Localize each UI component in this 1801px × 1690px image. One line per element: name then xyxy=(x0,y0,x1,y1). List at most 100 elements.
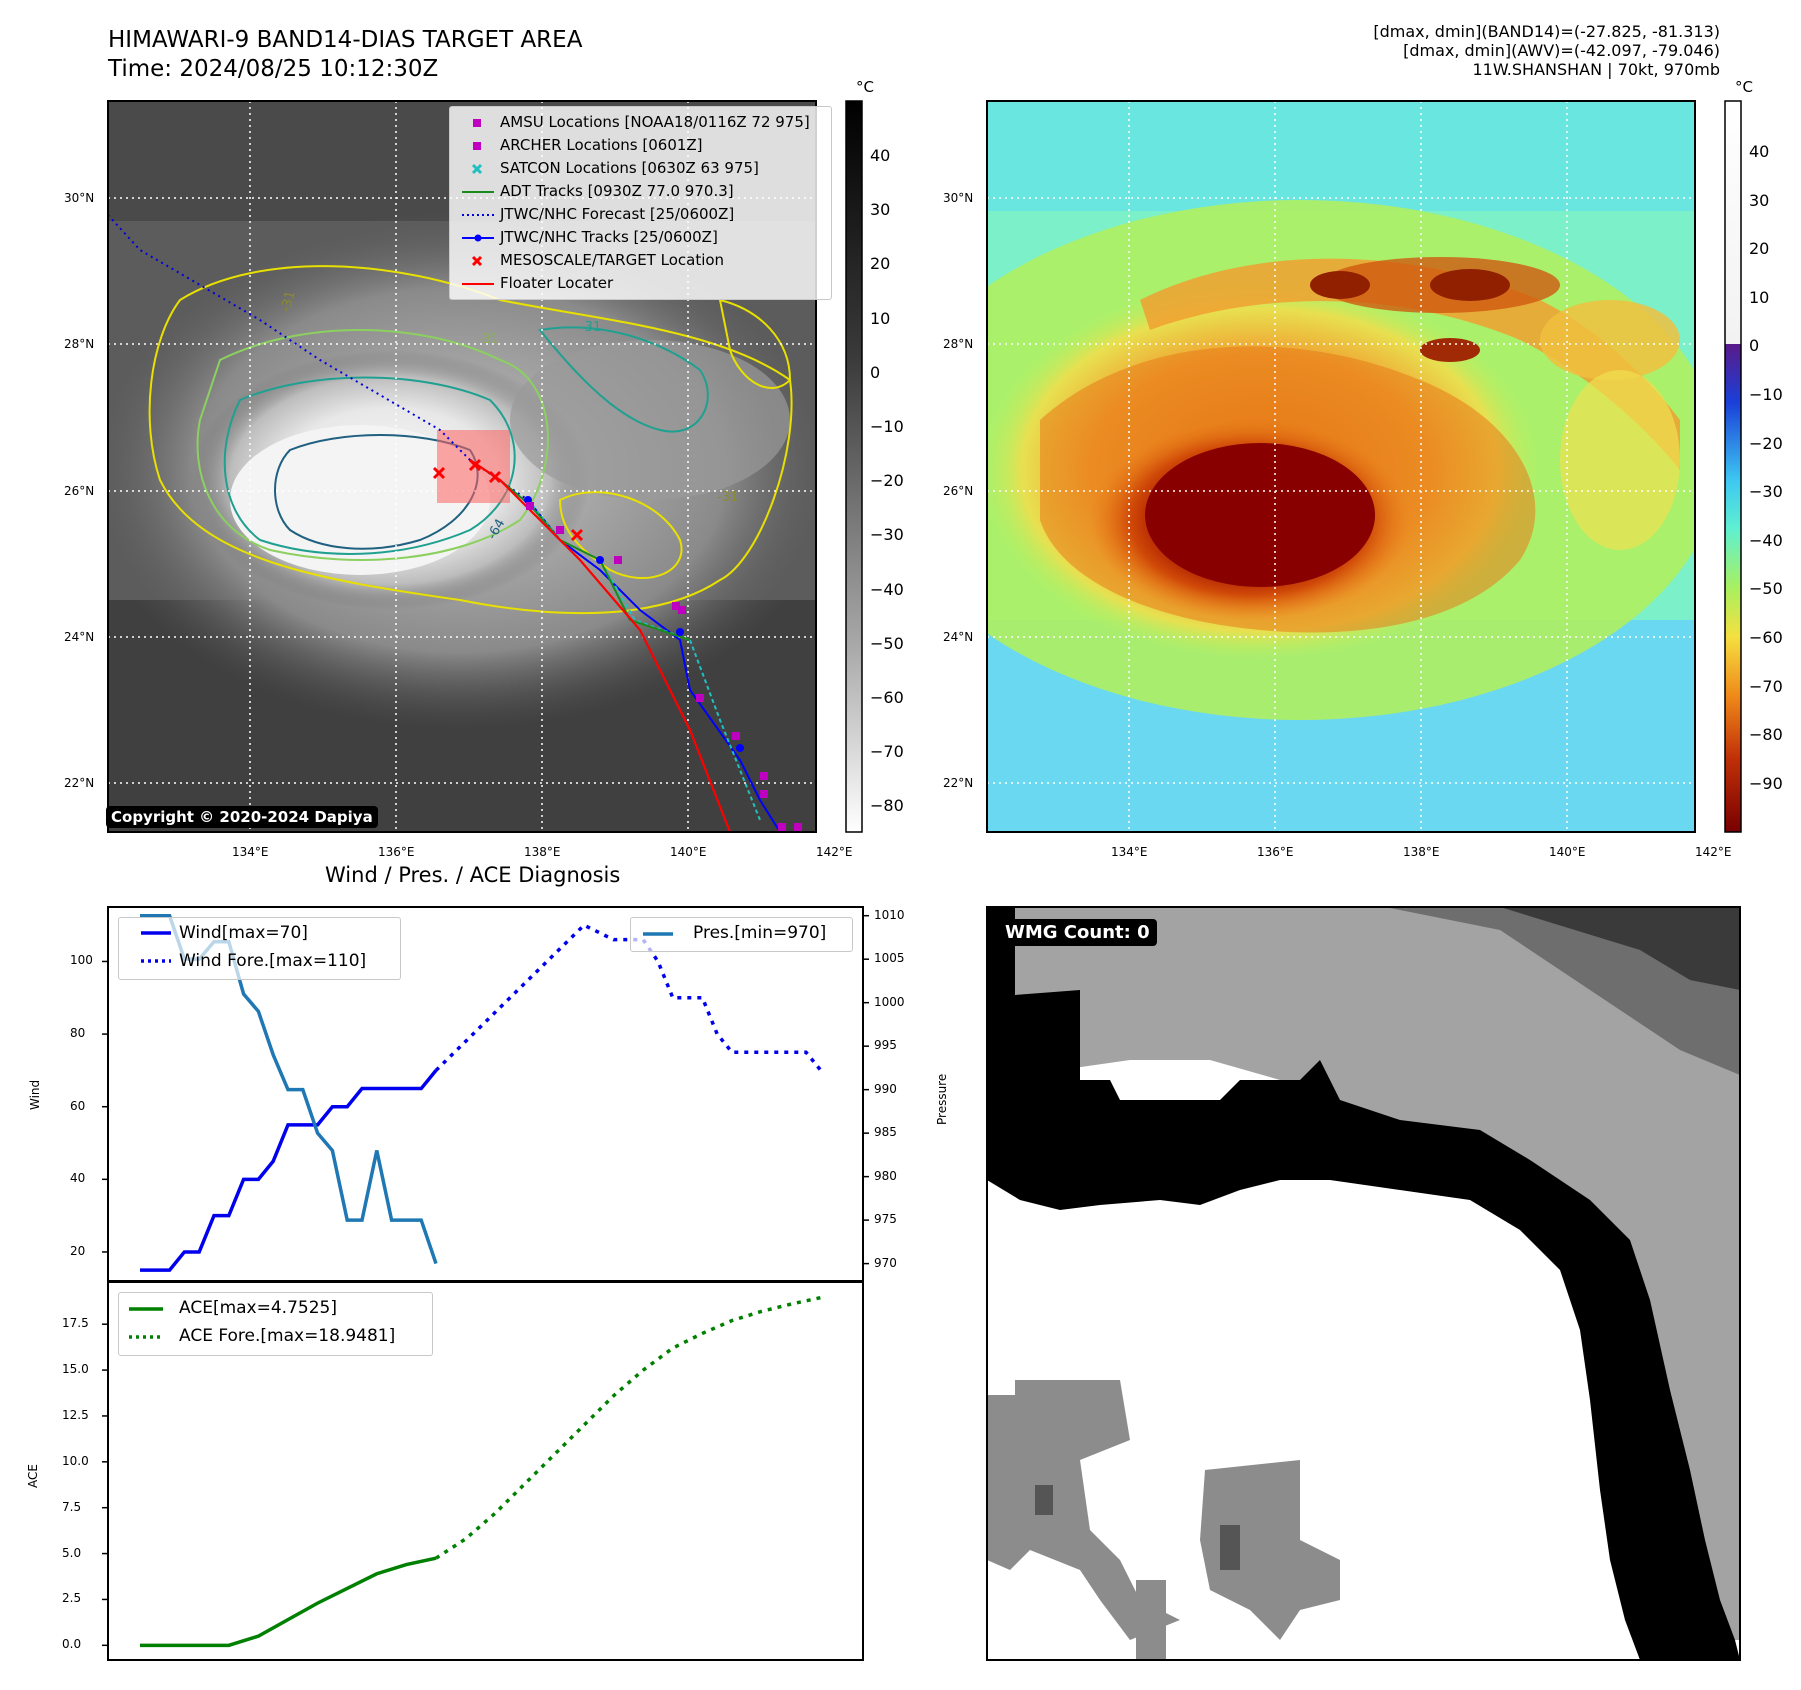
ace-forecast-legend-label: ACE Fore.[max=18.9481] xyxy=(179,1326,396,1346)
wind-ytick-label: 100 xyxy=(70,953,93,968)
pressure-ytick-label: 1005 xyxy=(874,951,905,966)
jtwc-forecast-past-line xyxy=(108,214,529,501)
wmg-dark-dot-2 xyxy=(1220,1525,1240,1570)
wmg-count-label: WMG Count: 0 xyxy=(998,919,1157,946)
wmg-lower-patch-3 xyxy=(1136,1580,1166,1660)
ir-colorbar-unit: °C xyxy=(856,78,874,96)
map-legend-label: AMSU Locations [NOAA18/0116Z 72 975] xyxy=(500,113,810,131)
map-legend-marker xyxy=(473,142,481,150)
ir-colorbar-tick: 40 xyxy=(870,146,891,165)
enhanced-colorbar-upper xyxy=(1725,101,1741,344)
enh-lon-tick-134: 134°E xyxy=(1111,845,1148,859)
map-legend-marker xyxy=(462,234,494,242)
map-legend-marker xyxy=(462,283,494,285)
stats-line-1: [dmax, dmin](BAND14)=(-27.825, -81.313) xyxy=(1373,22,1720,41)
map-legend-marker xyxy=(473,119,481,127)
ir-colorbar-tick: 0 xyxy=(870,362,881,382)
stats-line-2: [dmax, dmin](AWV)=(-42.097, -79.046) xyxy=(1403,41,1720,60)
map-legend-label: JTWC/NHC Forecast [25/0600Z] xyxy=(500,205,735,223)
map-legend: AMSU Locations [NOAA18/0116Z 72 975] ARCH… xyxy=(449,106,832,300)
enhanced-colorbar-tick: −20 xyxy=(1749,433,1783,453)
ace-series-line-1 xyxy=(435,1295,822,1560)
enhanced-colorbar-tick: −90 xyxy=(1749,773,1783,793)
ir-colorbar-tick: 30 xyxy=(870,200,891,220)
wind-axes xyxy=(102,914,869,1265)
enh-lat-tick-26: 26°N xyxy=(943,484,974,498)
wmg-lower-patch-2 xyxy=(1200,1460,1340,1640)
stats-line-3: 11W.SHANSHAN | 70kt, 970mb xyxy=(1472,60,1720,79)
ir-lat-tick-28: 28°N xyxy=(64,337,95,351)
ir-colorbar-tick: −20 xyxy=(870,471,904,491)
enhanced-colorbar-tick: −40 xyxy=(1749,530,1783,550)
enhanced-map-gridlines xyxy=(987,101,1695,832)
ace-legend: ACE[max=4.7525] ACE Fore.[max=18.9481] xyxy=(118,1292,433,1356)
ir-lat-tick-22: 22°N xyxy=(64,776,95,790)
pressure-ytick-label: 980 xyxy=(874,1168,897,1183)
ir-colorbar-tick: −10 xyxy=(870,417,904,436)
wind-forecast-legend-label: Wind Fore.[max=110] xyxy=(179,951,367,971)
diagnosis-chart-title: Wind / Pres. / ACE Diagnosis xyxy=(325,863,621,887)
pressure-ytick-label: 990 xyxy=(874,1081,897,1096)
enhanced-colorbar-tick: 0 xyxy=(1749,336,1760,356)
ir-lon-tick-138: 138°E xyxy=(524,845,561,859)
jtwc-track-line xyxy=(527,499,781,832)
wind-ylabel: Wind xyxy=(28,1079,42,1110)
pressure-ytick-label: 1010 xyxy=(874,907,905,922)
stats-block: [dmax, dmin](BAND14)=(-27.825, -81.313) … xyxy=(1373,22,1720,79)
copyright-label: Copyright © 2020-2024 Dapiya xyxy=(106,806,378,828)
pressure-ytick-label: 970 xyxy=(874,1255,897,1270)
wind-legend-label: Wind[max=70] xyxy=(179,923,308,943)
enhanced-colorbar-lower xyxy=(1725,344,1741,832)
enhanced-colorbar-tick: 30 xyxy=(1749,190,1770,210)
enh-lon-tick-136: 136°E xyxy=(1257,845,1294,859)
ir-colorbar-tick: 10 xyxy=(870,308,891,328)
enhanced-colorbar-tick: −30 xyxy=(1749,482,1783,502)
ace-ytick-label: 5.0 xyxy=(62,1545,82,1560)
enhanced-colorbar-tick: −50 xyxy=(1749,579,1783,599)
enhanced-colorbar-tick: 40 xyxy=(1749,142,1770,161)
wmg-dark-dot-1 xyxy=(1035,1485,1053,1515)
ace-ylabel: ACE xyxy=(26,1464,40,1488)
enh-lat-tick-30: 30°N xyxy=(943,191,974,205)
pressure-ytick-label: 975 xyxy=(874,1212,897,1227)
ir-lat-tick-26: 26°N xyxy=(64,484,95,498)
pressure-legend-label: Pres.[min=970] xyxy=(693,923,827,943)
ace-ytick-label: 10.0 xyxy=(62,1453,89,1468)
enhanced-colorbar-tick: −60 xyxy=(1749,628,1783,647)
wind-ytick-label: 40 xyxy=(70,1171,86,1186)
wind-legend: Wind[max=70] Wind Fore.[max=110] xyxy=(118,917,401,980)
enhanced-colorbar-tick: 20 xyxy=(1749,239,1770,259)
wind-ytick-label: 20 xyxy=(70,1243,86,1258)
ace-axes xyxy=(102,1323,108,1647)
ir-colorbar-tick: −50 xyxy=(870,633,904,653)
map-legend-label: SATCON Locations [0630Z 63 975] xyxy=(500,159,759,177)
wmg-panel xyxy=(986,906,1741,1661)
map-legend-marker xyxy=(462,214,494,216)
ace-ytick-label: 15.0 xyxy=(62,1362,89,1377)
wmg-region-light xyxy=(987,907,1740,1640)
enhanced-colorbar-unit: °C xyxy=(1735,78,1753,96)
ir-lat-tick-24: 24°N xyxy=(64,630,95,644)
title-line-1: HIMAWARI-9 BAND14-DIAS TARGET AREA xyxy=(108,27,583,53)
pressure-ytick-label: 995 xyxy=(874,1038,897,1053)
figure-title: HIMAWARI-9 BAND14-DIAS TARGET AREA Time:… xyxy=(108,26,582,84)
ir-lon-tick-142: 142°E xyxy=(816,845,853,859)
pressure-ylabel: Pressure xyxy=(935,1073,949,1125)
ir-colorbar-tick: −30 xyxy=(870,525,904,545)
ir-colorbar-tick: −60 xyxy=(870,688,904,707)
pressure-legend: Pres.[min=970] xyxy=(630,917,853,952)
ace-ytick-label: 17.5 xyxy=(62,1316,89,1331)
enh-lon-tick-138: 138°E xyxy=(1403,845,1440,859)
ace-series-line-0 xyxy=(140,1556,437,1648)
ir-colorbar-tick: 20 xyxy=(870,254,891,274)
contour-label: -31 xyxy=(580,320,602,335)
map-legend-label: MESOSCALE/TARGET Location xyxy=(500,251,725,269)
enh-lat-tick-24: 24°N xyxy=(943,630,974,644)
ace-ytick-label: 2.5 xyxy=(62,1591,82,1606)
pressure-ytick-label: 1000 xyxy=(874,994,905,1009)
ir-lon-tick-136: 136°E xyxy=(378,845,415,859)
map-legend-marker xyxy=(471,163,483,175)
ace-legend-label: ACE[max=4.7525] xyxy=(179,1298,337,1318)
ir-lat-tick-30: 30°N xyxy=(64,191,95,205)
